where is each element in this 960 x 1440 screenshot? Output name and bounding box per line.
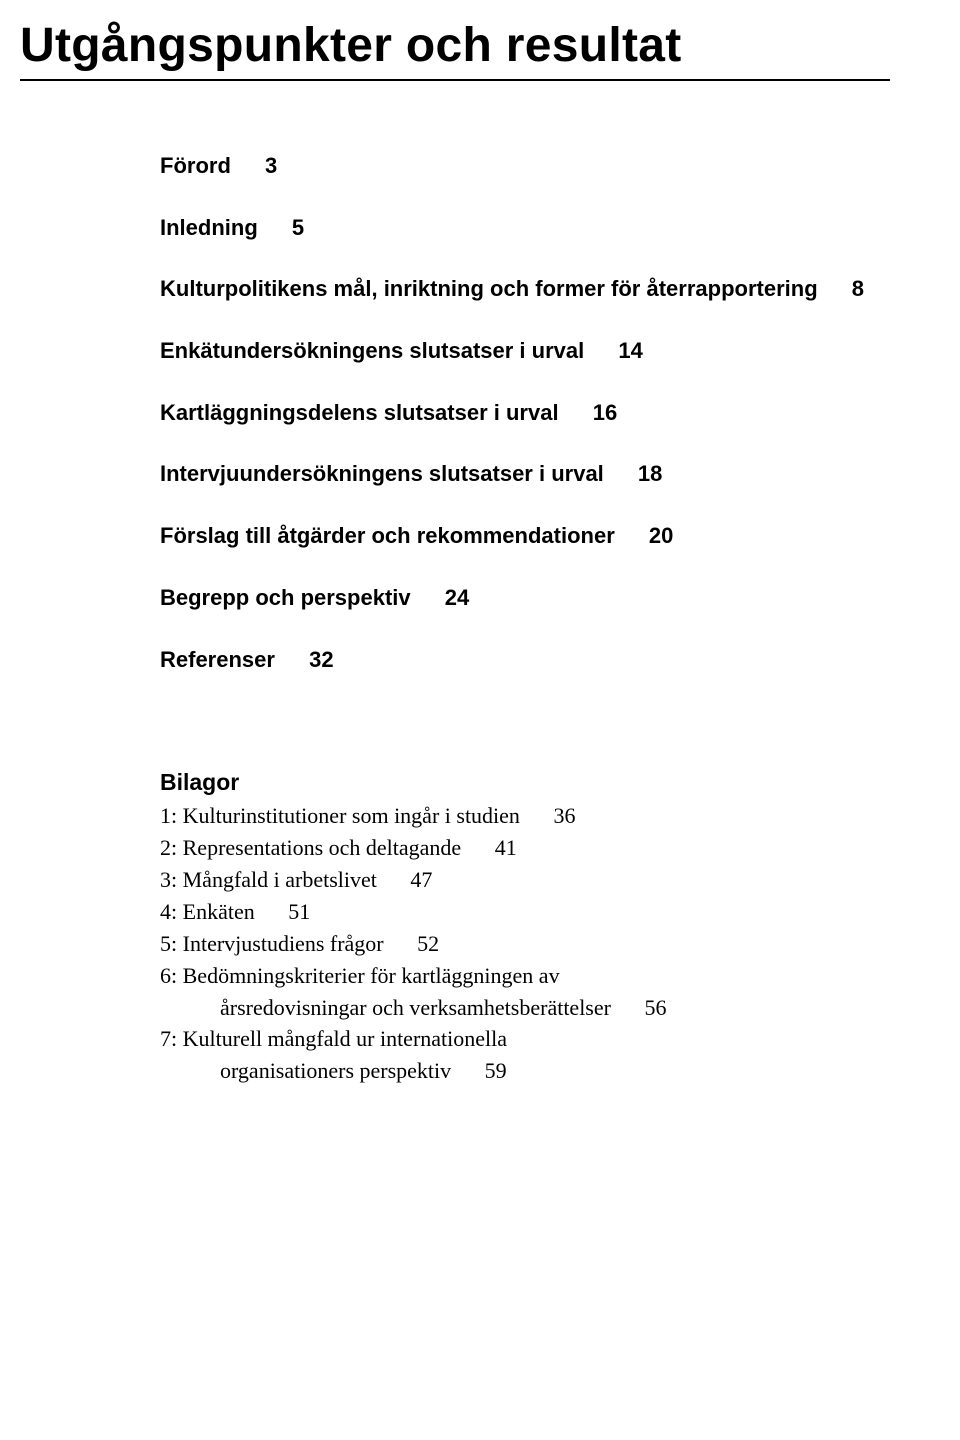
toc-page-number: 24 (445, 585, 469, 610)
table-of-contents: Förord 3 Inledning 5 Kulturpolitikens må… (160, 151, 890, 674)
appendix-text: Enkäten (183, 899, 255, 924)
appendix-item: 5: Intervjustudiens frågor 52 (160, 928, 890, 960)
toc-entry: Enkätundersökningens slutsatser i urval … (160, 336, 890, 366)
appendix-page-number: 51 (288, 899, 310, 924)
toc-page-number: 32 (309, 647, 333, 672)
toc-entry: Kulturpolitikens mål, inriktning och for… (160, 274, 890, 304)
appendix-text: Intervjustudiens frågor (183, 931, 384, 956)
toc-page-number: 3 (265, 153, 277, 178)
appendix-page-number: 56 (644, 995, 666, 1020)
appendix-heading: Bilagor (160, 769, 890, 796)
appendix-text-cont-inner: årsredovisningar och verksamhetsberättel… (220, 995, 611, 1020)
toc-page-number: 20 (649, 523, 673, 548)
appendix-page-number: 47 (410, 867, 432, 892)
appendix-number: 6: (160, 963, 177, 988)
appendix-page-number: 36 (553, 803, 575, 828)
toc-text: Kulturpolitikens mål, inriktning och for… (160, 276, 818, 301)
toc-page-number: 14 (618, 338, 642, 363)
appendix-text: Kulturell mångfald ur internationella (183, 1026, 507, 1051)
page-title: Utgångspunkter och resultat (20, 18, 890, 73)
appendix-text: Bedömningskriterier för kartläggningen a… (183, 963, 560, 988)
appendix-text-cont: organisationers perspektiv 59 (190, 1055, 890, 1087)
toc-page-number: 18 (638, 461, 662, 486)
toc-entry: Förord 3 (160, 151, 890, 181)
appendix-text-cont: årsredovisningar och verksamhetsberättel… (190, 992, 890, 1024)
appendix-number: 2: (160, 835, 177, 860)
toc-text: Intervjuundersökningens slutsatser i urv… (160, 461, 604, 486)
appendix-item: 1: Kulturinstitutioner som ingår i studi… (160, 800, 890, 832)
appendix-text: Representations och deltagande (183, 835, 462, 860)
toc-entry: Kartläggningsdelens slutsatser i urval 1… (160, 398, 890, 428)
appendix-item: 6: Bedömningskriterier för kartläggninge… (160, 960, 890, 1024)
appendix-list: 1: Kulturinstitutioner som ingår i studi… (160, 800, 890, 1087)
appendix-number: 1: (160, 803, 177, 828)
appendix-number: 7: (160, 1026, 177, 1051)
appendix-section: Bilagor 1: Kulturinstitutioner som ingår… (160, 769, 890, 1087)
appendix-item: 2: Representations och deltagande 41 (160, 832, 890, 864)
toc-entry: Intervjuundersökningens slutsatser i urv… (160, 459, 890, 489)
appendix-text-cont-inner: organisationers perspektiv (220, 1058, 451, 1083)
appendix-item: 3: Mångfald i arbetslivet 47 (160, 864, 890, 896)
toc-entry: Förslag till åtgärder och rekommendation… (160, 521, 890, 551)
toc-text: Förord (160, 153, 231, 178)
document-page: Utgångspunkter och resultat Förord 3 Inl… (0, 0, 960, 1440)
appendix-number: 5: (160, 931, 177, 956)
appendix-item: 7: Kulturell mångfald ur internationella… (160, 1023, 890, 1087)
appendix-page-number: 41 (495, 835, 517, 860)
toc-entry: Referenser 32 (160, 645, 890, 675)
appendix-page-number: 52 (417, 931, 439, 956)
toc-entry: Inledning 5 (160, 213, 890, 243)
toc-page-number: 16 (593, 400, 617, 425)
toc-text: Förslag till åtgärder och rekommendation… (160, 523, 615, 548)
toc-page-number: 8 (852, 276, 864, 301)
toc-text: Enkätundersökningens slutsatser i urval (160, 338, 584, 363)
toc-text: Kartläggningsdelens slutsatser i urval (160, 400, 559, 425)
title-rule (20, 79, 890, 81)
toc-text: Referenser (160, 647, 275, 672)
toc-page-number: 5 (292, 215, 304, 240)
appendix-text: Kulturinstitutioner som ingår i studien (183, 803, 520, 828)
appendix-number: 4: (160, 899, 177, 924)
appendix-number: 3: (160, 867, 177, 892)
toc-entry: Begrepp och perspektiv 24 (160, 583, 890, 613)
appendix-item: 4: Enkäten 51 (160, 896, 890, 928)
appendix-text: Mångfald i arbetslivet (183, 867, 377, 892)
appendix-page-number: 59 (485, 1058, 507, 1083)
toc-text: Inledning (160, 215, 258, 240)
toc-text: Begrepp och perspektiv (160, 585, 411, 610)
